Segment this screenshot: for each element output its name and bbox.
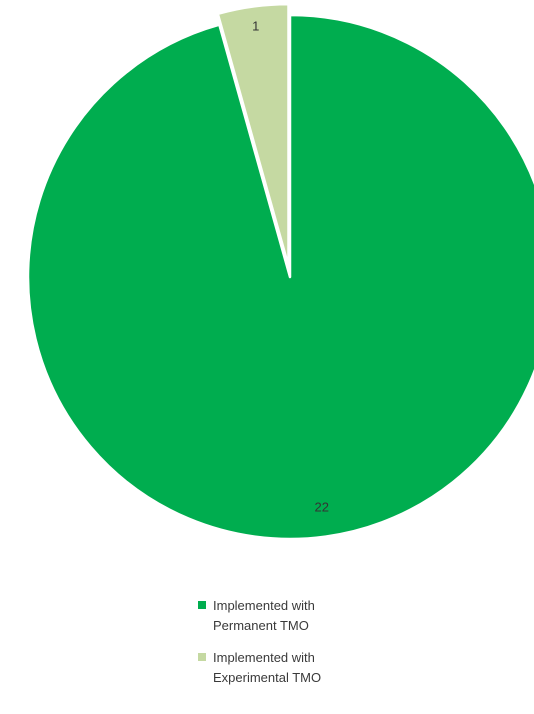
legend-swatch-permanent-tmo	[198, 601, 206, 609]
pie-chart: 22 1	[26, 2, 534, 541]
legend-label-permanent-tmo: Implemented with Permanent TMO	[213, 598, 315, 633]
legend-swatch-experimental-tmo	[198, 653, 206, 661]
legend-item-experimental-tmo: Implemented with Experimental TMO	[198, 648, 418, 688]
pie-slice-experimental-tmo	[216, 2, 290, 268]
legend-item-permanent-tmo: Implemented with Permanent TMO	[198, 596, 418, 636]
legend-label-experimental-tmo: Implemented with Experimental TMO	[213, 650, 322, 685]
data-label-experimental-tmo: 1	[252, 19, 259, 34]
data-label-permanent-tmo: 22	[315, 499, 329, 514]
pie-slice-permanent-tmo	[26, 13, 534, 541]
chart-legend: Implemented with Permanent TMO Implement…	[198, 596, 418, 700]
